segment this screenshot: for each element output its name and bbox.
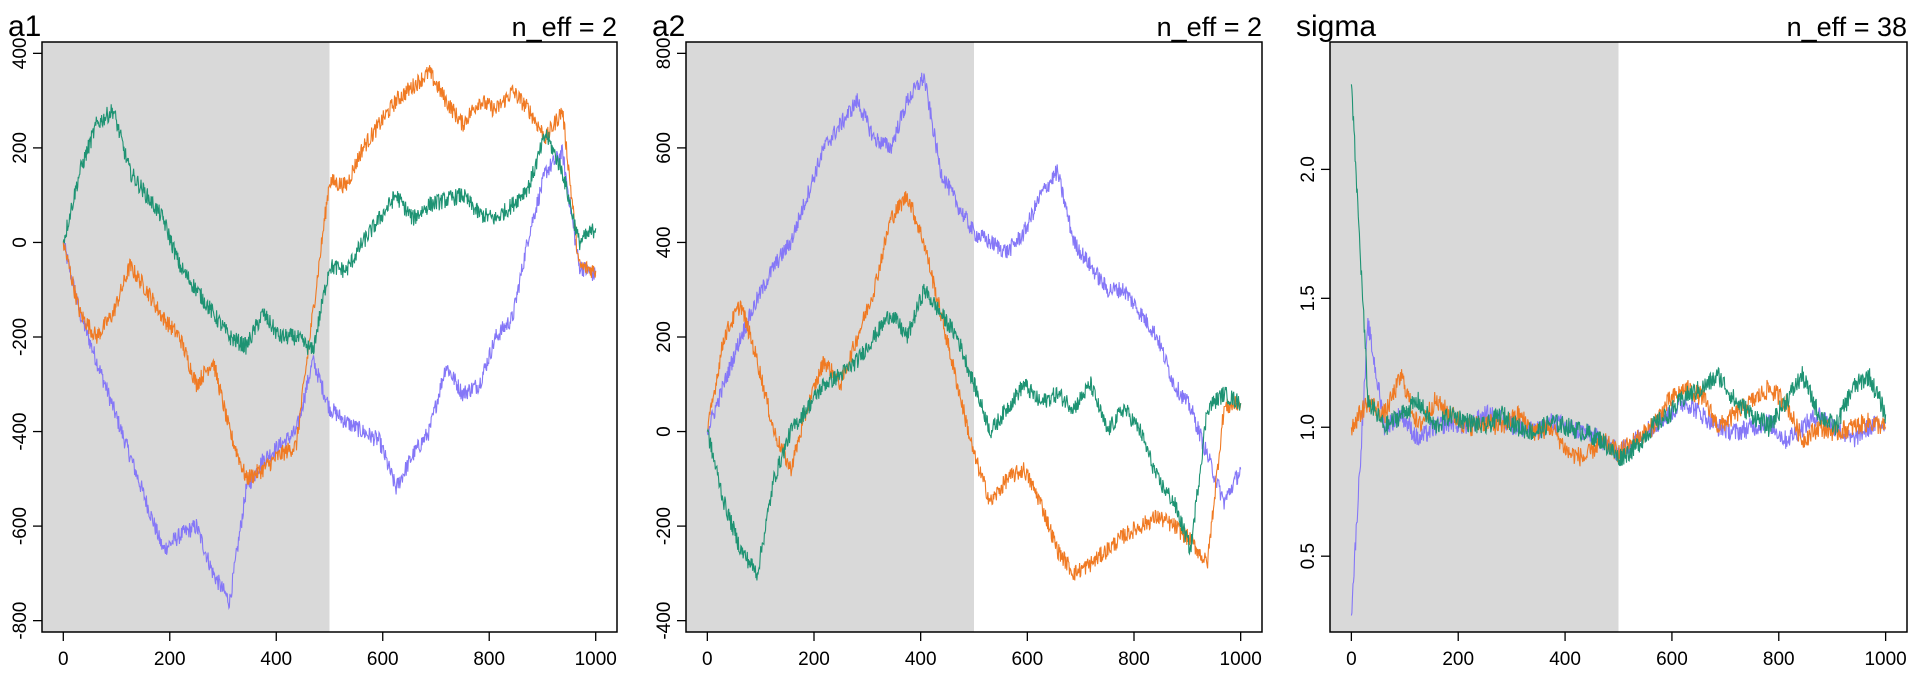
y-tick-label: 1.5 xyxy=(1298,285,1319,311)
x-tick-label: 1000 xyxy=(575,649,617,670)
n-eff-annotation: n_eff = 38 xyxy=(1787,12,1907,42)
n-eff-annotation: n_eff = 2 xyxy=(512,12,617,42)
x-tick-label: 0 xyxy=(702,649,713,670)
plot-frame xyxy=(1329,41,1908,633)
y-tick-label: -400 xyxy=(10,413,31,451)
x-tick-label: 600 xyxy=(1011,649,1043,670)
x-tick-label: 1000 xyxy=(1220,649,1262,670)
y-tick-label: 400 xyxy=(10,37,31,69)
x-tick-label: 1000 xyxy=(1864,649,1906,670)
y-tick-label: 800 xyxy=(654,37,675,69)
y-tick-label: 1.0 xyxy=(1298,414,1319,440)
panel-title: a2 xyxy=(652,10,685,43)
warmup-region xyxy=(686,42,974,632)
x-tick-label: 800 xyxy=(1763,649,1795,670)
x-tick-label: 200 xyxy=(798,649,830,670)
series-line-2 xyxy=(62,65,597,485)
warmup-region xyxy=(1330,42,1619,632)
panel-a1: a1 n_eff = 2 0 200 400 600 800 1000 -800 -600 -400… xyxy=(8,10,618,670)
y-tick-label: 600 xyxy=(654,132,675,164)
y-tick-label: 0 xyxy=(654,426,675,437)
series-line-1 xyxy=(63,143,597,610)
y-tick-label: 200 xyxy=(10,132,31,164)
y-tick-label: 0.5 xyxy=(1298,543,1319,569)
series-line-3 xyxy=(62,104,597,355)
x-tick-label: 200 xyxy=(154,649,186,670)
x-tick-label: 600 xyxy=(367,649,399,670)
panel-title: sigma xyxy=(1296,10,1376,43)
y-tick-label: 2.0 xyxy=(1298,156,1319,182)
y-tick-label: -800 xyxy=(10,602,31,640)
y-tick-label: 0 xyxy=(10,237,31,248)
x-tick-label: 400 xyxy=(905,649,937,670)
y-tick-label: -200 xyxy=(654,507,675,545)
series-line-2 xyxy=(706,191,1242,581)
panel-sigma: sigma n_eff = 38 0 200 400 600 800 1000 0.5 1.0 1.… xyxy=(1296,10,1908,670)
x-tick-label: 400 xyxy=(260,649,292,670)
y-tick-label: 400 xyxy=(654,227,675,259)
x-tick-label: 800 xyxy=(1118,649,1150,670)
x-tick-label: 200 xyxy=(1442,649,1474,670)
y-tick-label: -400 xyxy=(654,602,675,640)
series-line-1 xyxy=(706,72,1242,510)
panel-a2: a2 n_eff = 2 0 200 400 600 800 1000 -400 -200 0 200… xyxy=(652,10,1263,670)
x-tick-label: 600 xyxy=(1656,649,1688,670)
panel-title: a1 xyxy=(8,10,41,43)
y-tick-label: -600 xyxy=(10,507,31,545)
x-tick-label: 800 xyxy=(473,649,505,670)
x-tick-label: 0 xyxy=(1346,649,1357,670)
series-line-3 xyxy=(1350,84,1887,467)
n-eff-annotation: n_eff = 2 xyxy=(1157,12,1262,42)
x-tick-label: 400 xyxy=(1549,649,1581,670)
x-tick-label: 0 xyxy=(58,649,69,670)
y-tick-label: 200 xyxy=(654,321,675,353)
series-line-3 xyxy=(706,283,1242,581)
y-tick-label: -200 xyxy=(10,318,31,356)
